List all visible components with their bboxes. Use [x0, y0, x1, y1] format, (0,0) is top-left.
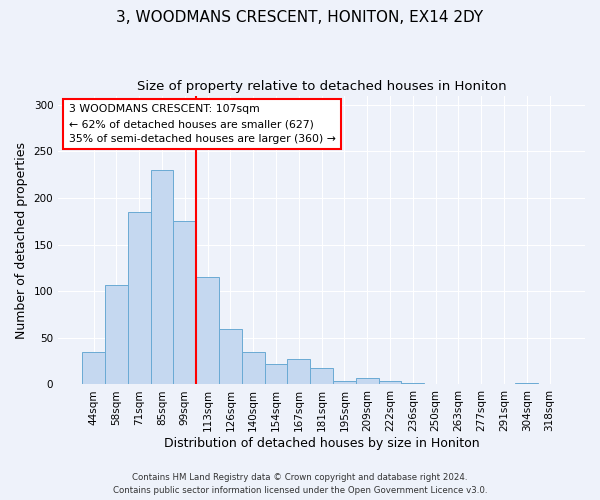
- Bar: [356, 378, 379, 384]
- Text: 3, WOODMANS CRESCENT, HONITON, EX14 2DY: 3, WOODMANS CRESCENT, HONITON, EX14 2DY: [116, 10, 484, 25]
- Text: Contains HM Land Registry data © Crown copyright and database right 2024.
Contai: Contains HM Land Registry data © Crown c…: [113, 473, 487, 495]
- Bar: [379, 380, 401, 384]
- X-axis label: Distribution of detached houses by size in Honiton: Distribution of detached houses by size …: [164, 437, 479, 450]
- Title: Size of property relative to detached houses in Honiton: Size of property relative to detached ho…: [137, 80, 506, 93]
- Text: 3 WOODMANS CRESCENT: 107sqm
← 62% of detached houses are smaller (627)
35% of se: 3 WOODMANS CRESCENT: 107sqm ← 62% of det…: [69, 104, 335, 144]
- Bar: [242, 352, 265, 384]
- Bar: [151, 170, 173, 384]
- Bar: [219, 328, 242, 384]
- Bar: [82, 352, 105, 384]
- Bar: [287, 360, 310, 384]
- Y-axis label: Number of detached properties: Number of detached properties: [15, 142, 28, 338]
- Bar: [196, 278, 219, 384]
- Bar: [128, 212, 151, 384]
- Bar: [265, 364, 287, 384]
- Bar: [310, 368, 333, 384]
- Bar: [333, 380, 356, 384]
- Bar: [105, 284, 128, 384]
- Bar: [401, 382, 424, 384]
- Bar: [173, 222, 196, 384]
- Bar: [515, 382, 538, 384]
